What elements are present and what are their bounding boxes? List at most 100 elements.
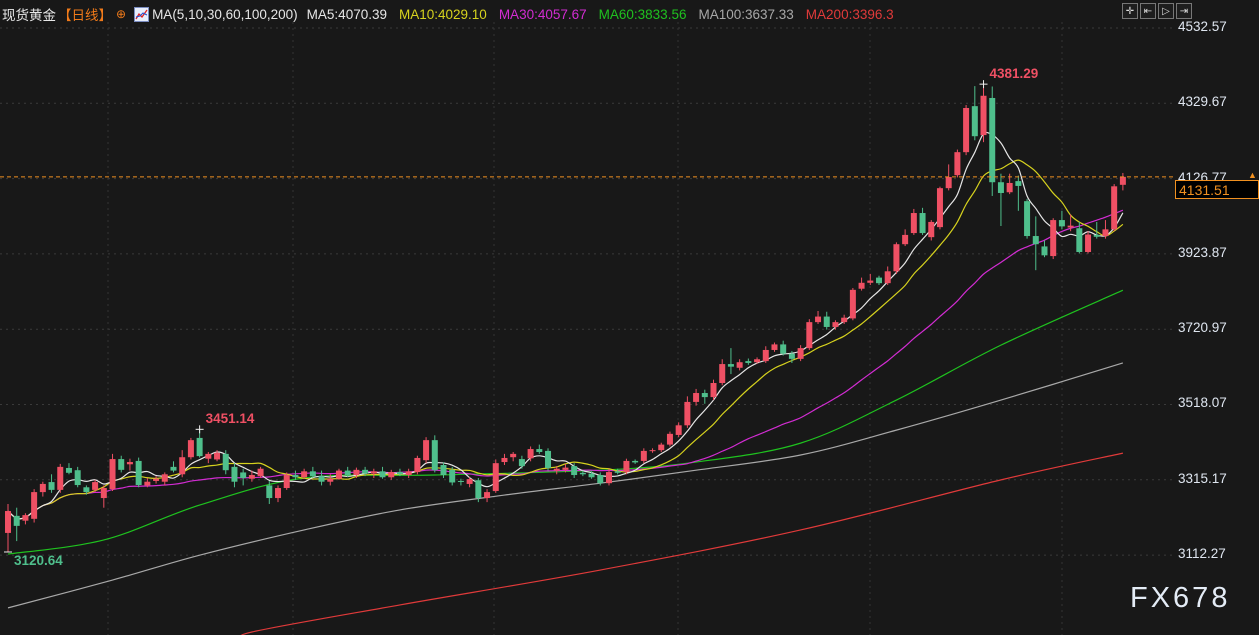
candle-up [884,271,891,284]
ma-readout-ma60: MA60:3833.56 [598,6,687,22]
candle-up [623,460,630,473]
candle-up [414,457,421,473]
candle-down [222,453,229,471]
candle-up [39,483,46,493]
price-alert-icon: ▲ [1248,170,1257,180]
candle-down [1058,220,1065,227]
candle-down [614,471,621,473]
candle-up [693,393,700,402]
ma-line-ma10 [7,159,1124,520]
candle-up [109,459,116,490]
candle-down [536,449,543,453]
y-tick-label: 4532.57 [1178,19,1227,34]
candle-down [292,475,299,478]
candle-up [144,481,151,486]
candle-up [666,433,673,445]
play-icon[interactable]: ▷ [1158,3,1174,19]
candle-up [893,244,900,272]
candle-up [1119,176,1126,185]
candle-down [745,361,752,363]
ma-line-ma200 [240,452,1124,635]
candle-up [1067,225,1074,228]
y-tick-label: 3518.07 [1178,395,1227,411]
candle-down [597,475,604,484]
y-tick-label: 3112.27 [1178,546,1226,562]
candle-up [562,467,569,470]
candle-down [13,515,20,526]
ma-readout-ma200: MA200:3396.3 [805,6,894,22]
ma-line-ma30 [7,209,1124,520]
candle-up [57,466,64,490]
candle-up [1102,229,1109,237]
candle-down [545,450,552,468]
candle-up [945,177,952,189]
candle-up [980,95,987,136]
candle-down [431,440,438,471]
candle-up [423,440,430,461]
candle-up [797,348,804,359]
candle-up [370,471,377,474]
candle-down [196,437,203,457]
add-indicator-icon[interactable]: ⊕ [116,7,127,21]
candle-down [396,472,403,475]
candle-up [849,289,856,319]
candle-up [928,221,935,238]
candle-down [240,472,247,478]
candle-down [780,344,787,354]
jump-end-icon[interactable]: ⇥ [1176,3,1192,19]
watermark-logo: FX678 [1130,582,1231,614]
candle-up [771,344,778,350]
candle-up [762,349,769,362]
indicator-chart-icon[interactable] [134,6,150,22]
candle-down [788,353,795,359]
candle-up [405,471,412,476]
candle-up [22,515,29,521]
candle-down [727,364,734,367]
candle-up [327,478,334,482]
candle-up [257,468,264,477]
candle-up [527,449,534,459]
zoom-start-icon[interactable]: ⇤ [1140,3,1156,19]
candle-up [179,457,186,475]
candle-down [876,277,882,284]
candle-up [684,401,691,426]
candle-up [1006,182,1013,193]
candle-down [170,466,177,471]
candle-up [710,382,717,398]
candle-up [214,452,221,460]
candle-down [579,472,586,475]
candle-down [379,471,386,478]
y-tick-label: 3315.17 [1178,470,1227,486]
candle-down [989,97,996,183]
candle-down [48,482,55,490]
candle-down [1024,201,1031,237]
candle-up [658,444,665,451]
candle-up [858,282,865,289]
candle-up [92,482,99,490]
candle-up [963,108,970,153]
candle-down [1093,234,1100,237]
candle-up [301,471,308,478]
candle-up [100,488,107,499]
candle-down [632,460,639,463]
candle-up [605,472,612,484]
low-price-label: 3120.64 [14,552,63,568]
candle-down [571,466,578,476]
candle-up [1050,220,1057,257]
period-selector[interactable]: 【日线】 [58,8,112,23]
candle-up [867,280,874,283]
candle-down [1041,246,1048,256]
candle-down [823,316,830,327]
candle-up [832,322,839,327]
candle-up [936,188,943,228]
crosshair-icon[interactable]: ✛ [1122,3,1138,19]
candle-down [318,476,325,482]
ma-readout-ma5: MA5:4070.39 [306,6,387,22]
candle-down [118,459,125,470]
ma-readout-ma30: MA30:4057.67 [498,6,587,22]
ma-readout-ma100: MA100:3637.33 [698,6,794,22]
candle-up [910,213,917,234]
ma-line-ma5 [7,131,1124,520]
